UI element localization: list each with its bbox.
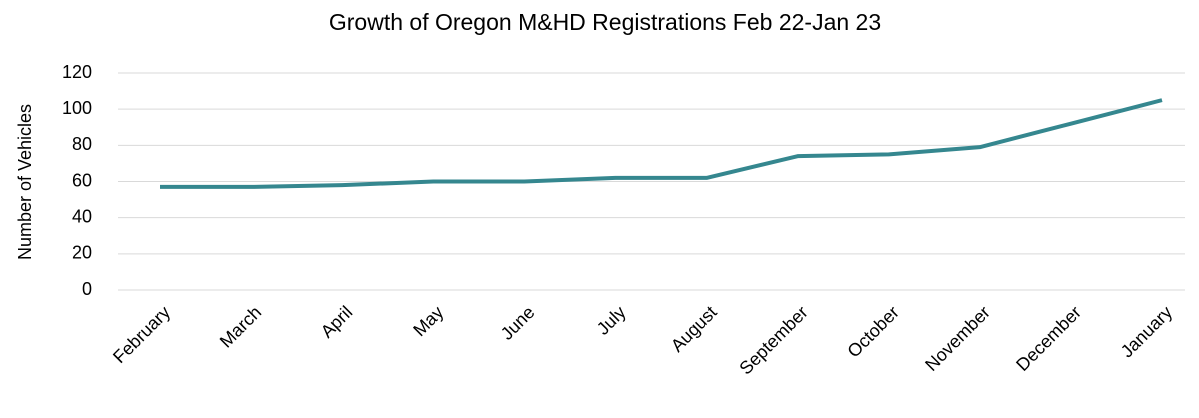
- chart-title: Growth of Oregon M&HD Registrations Feb …: [329, 9, 881, 35]
- x-tick-label: September: [735, 302, 811, 378]
- x-tick-label: April: [317, 302, 357, 342]
- y-axis-label: Number of Vehicles: [15, 104, 35, 260]
- y-tick-label: 80: [72, 134, 92, 154]
- x-tick-label: July: [593, 302, 630, 339]
- y-tick-label: 40: [72, 206, 92, 226]
- y-tick-label: 120: [62, 62, 92, 82]
- y-tick-label: 100: [62, 98, 92, 118]
- line: [160, 98, 1163, 189]
- x-tick-label: November: [921, 302, 994, 375]
- x-tick-label: January: [1117, 302, 1176, 361]
- x-tick-label: February: [109, 302, 174, 367]
- y-tick-label: 0: [82, 279, 92, 299]
- x-tick-label: March: [216, 302, 266, 352]
- y-tick-label: 20: [72, 243, 92, 263]
- x-tick-label: June: [497, 302, 539, 344]
- x-tick-label: May: [409, 302, 447, 340]
- x-tick-label: August: [667, 302, 721, 356]
- y-tick-label: 60: [72, 170, 92, 190]
- x-tick-label: December: [1012, 302, 1085, 375]
- x-tick-label: October: [843, 302, 902, 361]
